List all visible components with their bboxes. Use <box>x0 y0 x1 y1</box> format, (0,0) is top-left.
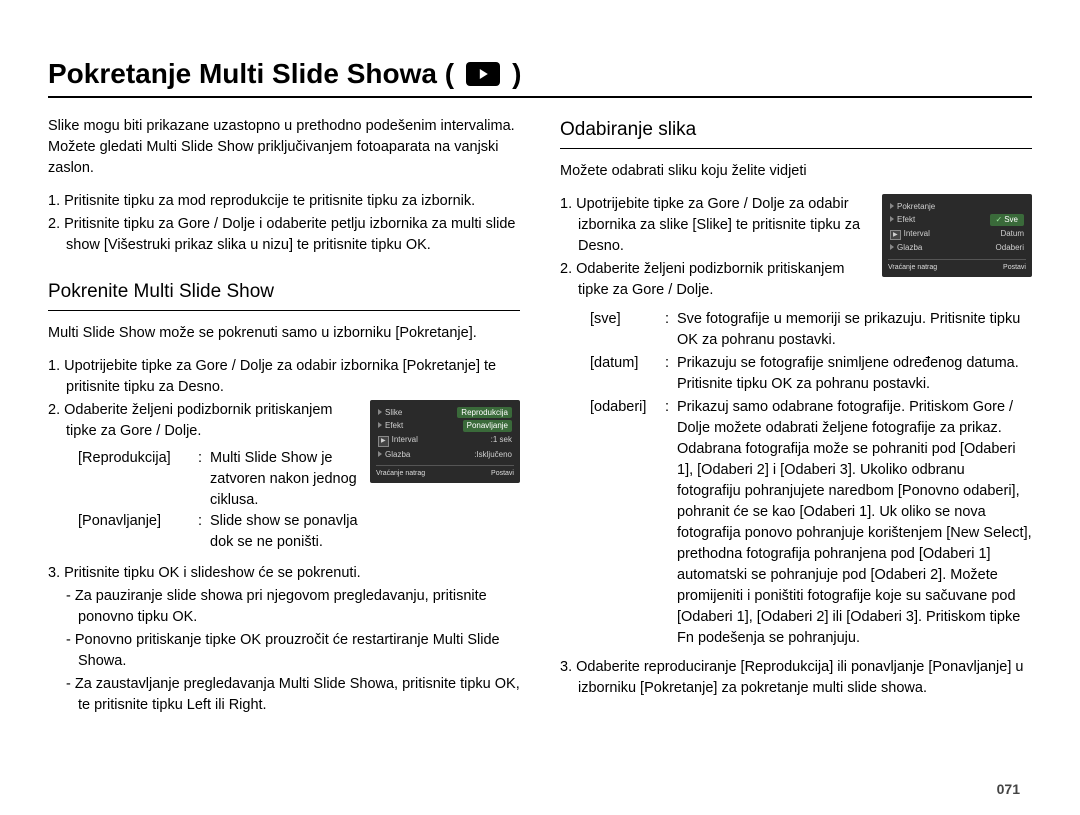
menu-row: SlikeReprodukcija <box>376 406 514 420</box>
left-step3a: - Za pauziranje slide showa pri njegovom… <box>48 586 520 628</box>
menu-row: Pokretanje <box>888 200 1026 214</box>
right-step2: 2. Odaberite željeni podizbornik pritisk… <box>560 259 872 301</box>
left-p1: Multi Slide Show može se pokrenuti samo … <box>48 323 520 344</box>
def-row-odaberi: [odaberi] : Prikazuj samo odabrane fotog… <box>590 397 1032 649</box>
def-val: Prikazuj samo odabrane fotografije. Prit… <box>677 397 1032 649</box>
left-step2-block: 2. Odaberite željeni podizbornik pritisk… <box>48 400 520 557</box>
menu-footer: Vraćanje natragPostavi <box>376 465 514 479</box>
right-column: Odabiranje slika Možete odabrati sliku k… <box>560 116 1032 718</box>
arrow-icon <box>378 409 382 415</box>
option-key: [Reprodukcija] <box>78 448 198 511</box>
def-key: [datum] <box>590 353 665 395</box>
right-top-block: 1. Upotrijebite tipke za Gore / Dolje za… <box>560 194 1032 303</box>
play-mode-icon <box>466 62 500 86</box>
columns: Slike mogu biti prikazane uzastopno u pr… <box>48 116 1032 718</box>
colon: : <box>665 309 677 351</box>
arrow-icon <box>378 451 382 457</box>
left-column: Slike mogu biti prikazane uzastopno u pr… <box>48 116 520 718</box>
left-step3: 3. Pritisnite tipku OK i slideshow će se… <box>48 563 520 584</box>
def-key: [odaberi] <box>590 397 665 649</box>
manual-page: Pokretanje Multi Slide Showa ( ) Slike m… <box>0 0 1080 815</box>
option-row-reprodukcija: [Reprodukcija] : Multi Slide Show je zat… <box>78 448 360 511</box>
left-step3b: - Ponovno pritiskanje tipke OK prouzroči… <box>48 630 520 672</box>
menu-row: Efekt✓Sve <box>888 213 1026 227</box>
option-row-ponavljanje: [Ponavljanje] : Slide show se ponavlja d… <box>78 511 360 553</box>
left-top-step1: 1. Pritisnite tipku za mod reprodukcije … <box>48 191 520 212</box>
def-val: Prikazuju se fotografije snimljene određ… <box>677 353 1032 395</box>
def-row-datum: [datum] : Prikazuju se fotografije sniml… <box>590 353 1032 395</box>
menu-row: ▶Interval:1 sek <box>376 433 514 448</box>
option-val: Multi Slide Show je zatvoren nakon jedno… <box>210 448 360 511</box>
left-step1: 1. Upotrijebite tipke za Gore / Dolje za… <box>48 356 520 398</box>
option-key: [Ponavljanje] <box>78 511 198 553</box>
menu-row: Glazba:Isključeno <box>376 448 514 462</box>
def-val: Sve fotografije u memoriji se prikazuju.… <box>677 309 1032 351</box>
check-icon: ✓ <box>996 215 1003 224</box>
colon: : <box>665 397 677 649</box>
page-number: 071 <box>997 781 1020 797</box>
menu-row: ▶IntervalDatum <box>888 227 1026 242</box>
play-icon: ▶ <box>378 436 389 447</box>
definition-table: [sve] : Sve fotografije u memoriji se pr… <box>590 309 1032 649</box>
page-title-close: ) <box>512 58 521 90</box>
menu-row: EfektPonavljanje <box>376 419 514 433</box>
page-title: Pokretanje Multi Slide Showa ( <box>48 58 454 90</box>
section-head-select: Odabiranje slika <box>560 116 1032 149</box>
arrow-icon <box>890 203 894 209</box>
intro-text: Slike mogu biti prikazane uzastopno u pr… <box>48 116 520 179</box>
arrow-icon <box>890 244 894 250</box>
menu-footer: Vraćanje natragPostavi <box>888 259 1026 273</box>
right-top-text: 1. Upotrijebite tipke za Gore / Dolje za… <box>560 194 872 303</box>
left-top-step2: 2. Pritisnite tipku za Gore / Dolje i od… <box>48 214 520 256</box>
right-step1: 1. Upotrijebite tipke za Gore / Dolje za… <box>560 194 872 257</box>
right-intro: Možete odabrati sliku koju želite vidjet… <box>560 161 1032 182</box>
camera-menu-screenshot-right: Pokretanje Efekt✓Sve ▶IntervalDatum Glaz… <box>882 194 1032 278</box>
menu-row: GlazbaOdaberi <box>888 241 1026 255</box>
option-table: [Reprodukcija] : Multi Slide Show je zat… <box>78 448 360 553</box>
right-step3: 3. Odaberite reproduciranje [Reprodukcij… <box>560 657 1032 699</box>
arrow-icon <box>378 422 382 428</box>
camera-menu-screenshot-left: SlikeReprodukcija EfektPonavljanje ▶Inte… <box>370 400 520 484</box>
arrow-icon <box>890 216 894 222</box>
option-val: Slide show se ponavlja dok se ne poništi… <box>210 511 360 553</box>
play-icon: ▶ <box>890 230 901 241</box>
def-row-sve: [sve] : Sve fotografije u memoriji se pr… <box>590 309 1032 351</box>
colon: : <box>198 448 210 511</box>
left-step3c: - Za zaustavljanje pregledavanja Multi S… <box>48 674 520 716</box>
left-step2: 2. Odaberite željeni podizbornik pritisk… <box>48 400 360 442</box>
def-key: [sve] <box>590 309 665 351</box>
left-step2-text: 2. Odaberite željeni podizbornik pritisk… <box>48 400 360 557</box>
colon: : <box>198 511 210 553</box>
section-head-start: Pokrenite Multi Slide Show <box>48 278 520 311</box>
colon: : <box>665 353 677 395</box>
page-title-row: Pokretanje Multi Slide Showa ( ) <box>48 58 1032 98</box>
